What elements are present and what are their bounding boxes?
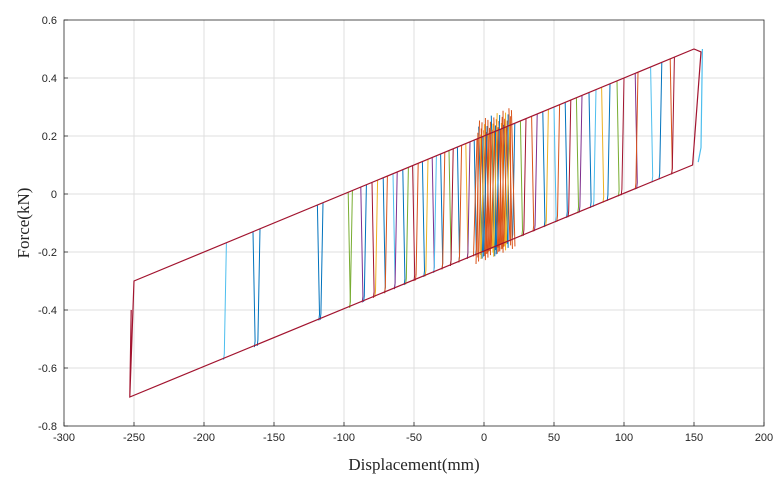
hysteresis-branch xyxy=(441,152,446,270)
axes-frame xyxy=(63,19,765,427)
hysteresis-branch xyxy=(371,182,375,298)
hysteresis-branch xyxy=(349,190,353,308)
hysteresis-branch xyxy=(256,228,261,347)
dense-branch xyxy=(498,116,503,252)
hysteresis-branch xyxy=(316,205,321,321)
x-tick-label: -100 xyxy=(333,432,355,444)
hysteresis-branch xyxy=(542,111,546,228)
y-tick-labels: -0.8 -0.6 -0.4 -0.2 0 0.2 0.4 0.6 xyxy=(38,15,57,433)
hysteresis-branch xyxy=(533,113,538,232)
hysteresis-branch xyxy=(575,97,580,214)
dense-branch xyxy=(510,110,516,247)
hysteresis-branch xyxy=(456,147,461,263)
dense-branch xyxy=(473,138,478,257)
x-tick-label: 150 xyxy=(685,432,703,444)
hysteresis-branch xyxy=(223,242,227,360)
grid-lines xyxy=(63,19,765,427)
y-tick-label: -0.8 xyxy=(38,421,57,433)
dense-branch xyxy=(478,122,483,262)
hysteresis-branch xyxy=(431,157,435,273)
x-axis-label: Displacement(mm) xyxy=(348,455,479,474)
y-tick-label: 0.4 xyxy=(42,73,57,85)
hysteresis-branch xyxy=(384,176,388,294)
hysteresis-branch xyxy=(669,58,673,175)
dense-branch xyxy=(485,127,491,255)
hysteresis-branch xyxy=(553,106,557,223)
hysteresis-branch xyxy=(433,155,437,273)
dense-branch xyxy=(495,114,501,255)
series-line xyxy=(129,48,702,398)
x-tick-label: 0 xyxy=(481,432,487,444)
x-tick-label: 200 xyxy=(755,432,773,444)
hysteresis-branch xyxy=(592,89,597,207)
hysteresis-branch xyxy=(424,159,429,277)
hysteresis-branch xyxy=(465,143,469,260)
x-tick-labels: -300 -250 -200 -150 -100 -50 0 50 100 150 200 xyxy=(53,432,773,444)
hysteresis-branch xyxy=(634,72,639,190)
hysteresis-branch xyxy=(458,145,463,263)
hysteresis-branch xyxy=(363,184,367,302)
hysteresis-branch xyxy=(360,187,364,303)
hysteresis-branch xyxy=(522,118,527,236)
hysteresis-branch xyxy=(393,171,398,290)
dense-branch xyxy=(488,129,493,252)
dense-branch xyxy=(475,120,481,265)
dense-branch xyxy=(480,124,486,260)
hysteresis-branch xyxy=(412,165,416,282)
hysteresis-branch xyxy=(421,161,426,277)
hysteresis-branch xyxy=(382,177,386,294)
hysteresis-branch xyxy=(347,192,351,308)
x-tick-label: 50 xyxy=(548,432,560,444)
hysteresis-branch xyxy=(466,141,471,260)
x-tick-label: 100 xyxy=(615,432,633,444)
series-line xyxy=(697,48,703,163)
hysteresis-branch xyxy=(588,92,592,208)
hysteresis-branch xyxy=(578,95,583,213)
hysteresis-branch xyxy=(448,150,452,266)
hysteresis-branch xyxy=(658,62,663,180)
dense-branch xyxy=(500,118,506,250)
hysteresis-branch xyxy=(567,100,572,218)
hysteresis-branch xyxy=(449,148,454,266)
hysteresis-branch xyxy=(519,120,524,237)
x-tick-label: -200 xyxy=(193,432,215,444)
hysteresis-branch xyxy=(531,116,535,232)
x-tick-label: -150 xyxy=(263,432,285,444)
dense-branch xyxy=(503,120,508,247)
hysteresis-branch xyxy=(564,102,568,218)
plot-area xyxy=(129,48,703,398)
hysteresis-branch xyxy=(405,167,409,285)
hysteresis-branch xyxy=(616,80,620,197)
x-tick-label: -50 xyxy=(406,432,422,444)
dense-branch xyxy=(490,131,496,250)
hysteresis-branch xyxy=(374,180,379,298)
y-tick-label: 0.6 xyxy=(42,15,57,27)
hysteresis-branch xyxy=(606,83,611,202)
y-axis-label: Force(kN) xyxy=(14,188,33,259)
x-tick-label: -250 xyxy=(123,432,145,444)
y-tick-label: 0 xyxy=(51,189,57,201)
hysteresis-branch xyxy=(601,87,605,203)
dense-branch xyxy=(483,126,488,257)
hysteresis-branch xyxy=(634,73,638,189)
hysteresis-branch xyxy=(414,163,419,281)
hysteresis-branch xyxy=(556,104,561,222)
hysteresis-branch xyxy=(545,109,549,227)
hysteresis-branch xyxy=(392,173,396,290)
hysteresis-branch xyxy=(402,169,406,286)
hysteresis-branch xyxy=(650,66,654,183)
dense-branch xyxy=(493,113,498,257)
y-tick-label: 0.2 xyxy=(42,131,57,143)
x-tick-label: -300 xyxy=(53,432,75,444)
hysteresis-branch xyxy=(671,57,675,175)
dense-branch xyxy=(505,122,511,245)
hysteresis-branch xyxy=(620,77,625,196)
y-tick-label: -0.6 xyxy=(38,363,57,375)
series-layer xyxy=(129,48,703,398)
hysteresis-branch xyxy=(252,231,256,348)
y-tick-label: -0.4 xyxy=(38,305,57,317)
y-tick-label: -0.2 xyxy=(38,247,57,259)
hysteresis-branch xyxy=(319,202,324,320)
